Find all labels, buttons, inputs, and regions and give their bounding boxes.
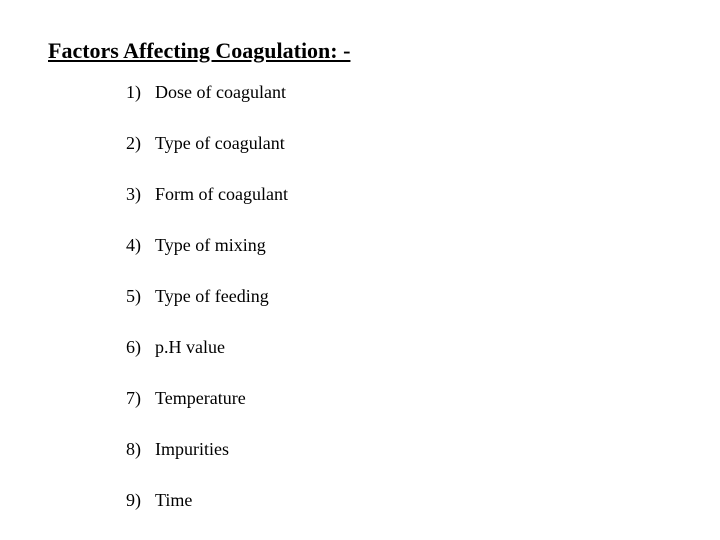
list-number: 9) bbox=[123, 490, 155, 511]
list-number: 3) bbox=[123, 184, 155, 205]
list-number: 7) bbox=[123, 388, 155, 409]
list-item: 9) Time bbox=[123, 490, 720, 511]
list-item: 4) Type of mixing bbox=[123, 235, 720, 256]
list-item: 6) p.H value bbox=[123, 337, 720, 358]
list-text: Time bbox=[155, 490, 720, 511]
list-number: 6) bbox=[123, 337, 155, 358]
list-number: 1) bbox=[123, 82, 155, 103]
factors-list: 1) Dose of coagulant 2) Type of coagulan… bbox=[48, 82, 720, 511]
list-text: Dose of coagulant bbox=[155, 82, 720, 103]
list-item: 3) Form of coagulant bbox=[123, 184, 720, 205]
list-text: Temperature bbox=[155, 388, 720, 409]
list-item: 8) Impurities bbox=[123, 439, 720, 460]
list-item: 5) Type of feeding bbox=[123, 286, 720, 307]
list-text: p.H value bbox=[155, 337, 720, 358]
list-number: 2) bbox=[123, 133, 155, 154]
list-text: Type of mixing bbox=[155, 235, 720, 256]
list-text: Impurities bbox=[155, 439, 720, 460]
list-text: Type of feeding bbox=[155, 286, 720, 307]
list-text: Type of coagulant bbox=[155, 133, 720, 154]
list-item: 1) Dose of coagulant bbox=[123, 82, 720, 103]
list-text: Form of coagulant bbox=[155, 184, 720, 205]
list-number: 4) bbox=[123, 235, 155, 256]
list-number: 5) bbox=[123, 286, 155, 307]
list-item: 2) Type of coagulant bbox=[123, 133, 720, 154]
page-heading: Factors Affecting Coagulation: - bbox=[48, 38, 720, 64]
list-item: 7) Temperature bbox=[123, 388, 720, 409]
list-number: 8) bbox=[123, 439, 155, 460]
